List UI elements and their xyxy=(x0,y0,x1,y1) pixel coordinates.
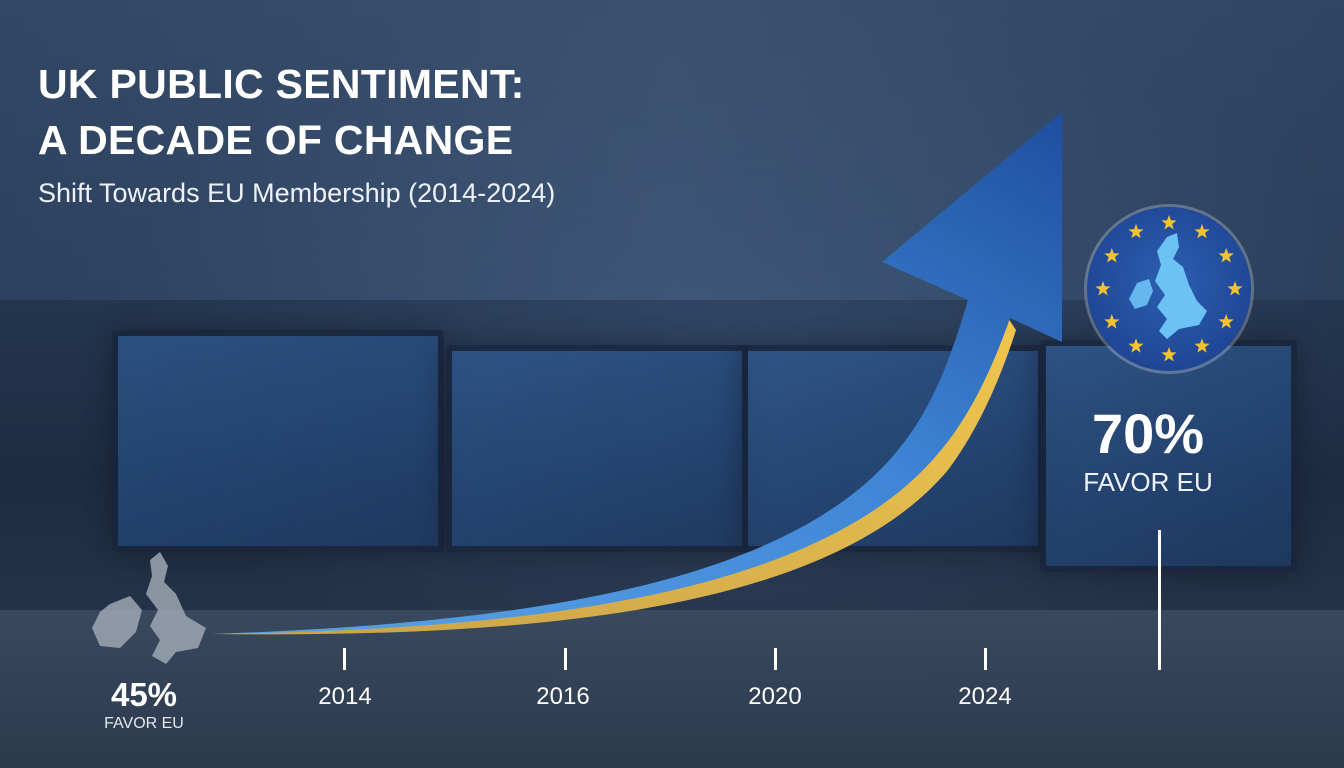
tick-2014 xyxy=(343,648,346,670)
end-value-label: FAVOR EU xyxy=(1083,467,1213,497)
trend-arrow-gold-band xyxy=(212,318,1016,635)
start-value-stat: 45% FAVOR EU xyxy=(94,676,194,734)
title-line-1: UK PUBLIC SENTIMENT: xyxy=(38,61,525,107)
end-value-marker-line xyxy=(1158,530,1161,670)
eu-star-icon xyxy=(1128,223,1144,239)
eu-emblem-graphic xyxy=(1095,215,1243,362)
eu-star-icon xyxy=(1161,215,1177,230)
ireland-map-silhouette xyxy=(1129,279,1153,309)
chart-title: UK PUBLIC SENTIMENT: A DECADE OF CHANGE xyxy=(38,56,658,168)
start-value: 45% xyxy=(110,676,178,713)
eu-star-icon xyxy=(1218,314,1234,329)
uk-ireland-map-icon xyxy=(92,552,206,664)
tick-label-2024: 2024 xyxy=(958,683,1011,710)
tick-label-2014: 2014 xyxy=(318,683,371,710)
eu-star-icon xyxy=(1128,338,1144,353)
desk-surface xyxy=(0,610,1344,768)
x-axis: 2014 2016 2020 2024 xyxy=(318,648,1012,710)
eu-star-icon xyxy=(1194,338,1210,353)
title-line-2: A DECADE OF CHANGE xyxy=(38,117,514,163)
eu-star-icon xyxy=(1194,223,1210,239)
start-value-label: FAVOR EU xyxy=(104,715,184,732)
eu-star-icon xyxy=(1227,281,1243,296)
tick-label-2016: 2016 xyxy=(536,683,589,710)
eu-star-icon xyxy=(1104,248,1120,263)
eu-star-icon xyxy=(1095,281,1111,296)
trend-arrow-blue-body xyxy=(212,112,1062,634)
end-value-stat: 70% FAVOR EU xyxy=(1070,402,1226,498)
eu-flag-uk-map-icon xyxy=(1087,207,1251,371)
background-monitor xyxy=(1040,340,1297,572)
tick-label-2020: 2020 xyxy=(748,683,801,710)
eu-star-icon xyxy=(1104,314,1120,329)
eu-star-icon xyxy=(1161,347,1177,362)
eu-star-icon xyxy=(1218,248,1234,263)
tick-2016 xyxy=(564,648,567,670)
tick-2020 xyxy=(774,648,777,670)
uk-map-silhouette xyxy=(1155,233,1207,339)
chart-subtitle: Shift Towards EU Membership (2014-2024) xyxy=(38,178,556,208)
tick-2024 xyxy=(984,648,987,670)
end-value: 70% xyxy=(1091,402,1205,465)
eu-stars xyxy=(1095,215,1243,362)
background-monitor xyxy=(112,330,444,552)
